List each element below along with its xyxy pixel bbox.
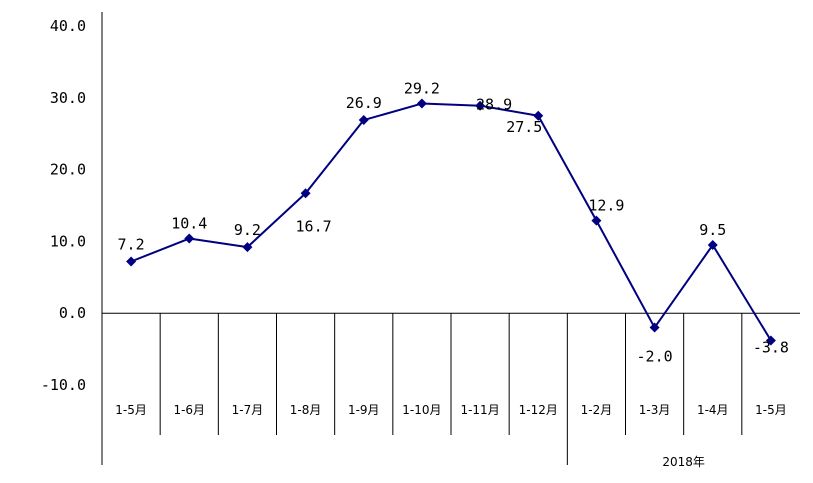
data-point-marker — [649, 322, 660, 333]
group-label: 2018年 — [662, 455, 705, 469]
data-point-marker — [242, 242, 253, 253]
data-markers — [126, 98, 776, 346]
x-category-label: 1-11月 — [460, 403, 499, 417]
data-label: 12.9 — [588, 197, 624, 215]
x-category-label: 1-7月 — [232, 403, 264, 417]
data-label: 29.2 — [404, 80, 440, 98]
data-label: 9.2 — [234, 221, 261, 239]
x-category-label: 1-5月 — [755, 403, 787, 417]
x-category-labels: 1-5月 1-6月 1-7月 1-8月 1-9月 1-10月 1-11月 1-12月 1-2月 1… — [115, 403, 786, 417]
x-category-label: 1-10月 — [402, 403, 441, 417]
y-tick-label: 20.0 — [50, 161, 86, 179]
data-label: 26.9 — [346, 94, 382, 112]
data-label: -2.0 — [637, 348, 673, 366]
data-point-marker — [300, 188, 311, 199]
x-category-label: 1-8月 — [290, 403, 322, 417]
y-tick-label: 0.0 — [59, 304, 86, 322]
x-category-label: 1-2月 — [581, 403, 613, 417]
series-line — [130, 102, 772, 342]
y-tick-labels: 40.0 30.0 20.0 10.0 0.0 -10.0 — [41, 17, 86, 394]
y-tick-label: 40.0 — [50, 17, 86, 35]
data-point-marker — [184, 233, 195, 244]
x-category-label: 1-9月 — [348, 403, 380, 417]
data-label: 9.5 — [699, 221, 726, 239]
y-tick-label: 30.0 — [50, 89, 86, 107]
y-tick-label: 10.0 — [50, 232, 86, 250]
data-point-marker — [358, 115, 369, 126]
x-category-label: 1-12月 — [519, 403, 558, 417]
x-category-label: 1-6月 — [173, 403, 205, 417]
data-point-marker — [533, 110, 544, 121]
x-category-label: 1-4月 — [697, 403, 729, 417]
data-labels: 7.2 10.4 9.2 16.7 26.9 29.2 28.9 27.5 12.9 -2.0 9.… — [118, 80, 789, 366]
data-point-marker — [475, 100, 486, 111]
data-point-marker — [765, 335, 776, 346]
data-point-marker — [591, 215, 602, 226]
data-label: 27.5 — [506, 118, 542, 136]
x-category-label: 1-3月 — [639, 403, 671, 417]
data-point-marker — [416, 98, 427, 109]
x-category-label: 1-5月 — [115, 403, 147, 417]
axes — [101, 12, 800, 465]
data-label: -3.8 — [753, 338, 789, 356]
data-point-marker — [126, 256, 137, 267]
series-polyline — [130, 102, 772, 342]
data-label: 16.7 — [296, 217, 332, 235]
data-label: 28.9 — [476, 96, 512, 114]
data-label: 10.4 — [171, 215, 207, 233]
data-point-marker — [707, 239, 718, 250]
data-label: 7.2 — [118, 236, 145, 254]
group-labels: 2018年 — [662, 455, 705, 469]
y-tick-label: -10.0 — [41, 376, 86, 394]
